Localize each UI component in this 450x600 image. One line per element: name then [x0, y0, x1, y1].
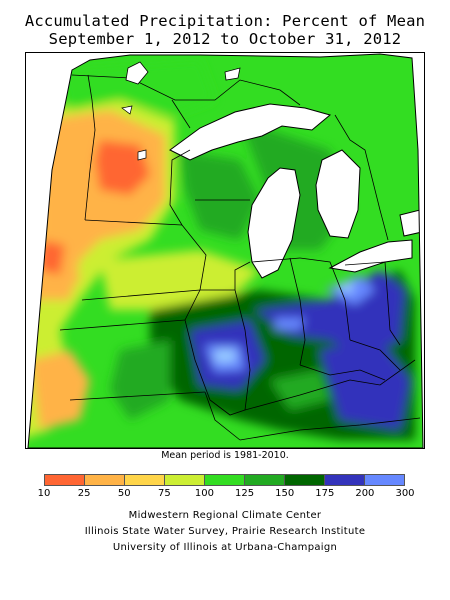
precipitation-map [25, 52, 425, 449]
legend-swatch [205, 475, 245, 485]
legend-tick-label: 300 [395, 488, 415, 499]
credit-line-1: Midwestern Regional Climate Center [128, 510, 322, 521]
legend-tick-label: 125 [235, 488, 255, 499]
legend-tick-label: 10 [37, 488, 51, 499]
legend-tick-label: 175 [315, 488, 335, 499]
legend-tick-label: 150 [275, 488, 295, 499]
map-title-line2: September 1, 2012 to October 31, 2012 [48, 30, 402, 48]
legend-tick-label: 50 [117, 488, 131, 499]
legend-swatch [325, 475, 365, 485]
legend-swatch [125, 475, 165, 485]
credit-line-2: Illinois State Water Survey, Prairie Res… [84, 526, 366, 537]
credit-line-3: University of Illinois at Urbana-Champai… [112, 542, 338, 553]
legend-swatch [85, 475, 125, 485]
legend-swatch [285, 475, 325, 485]
color-legend [44, 474, 405, 486]
mean-period-note: Mean period is 1981-2010. [161, 450, 289, 461]
legend-tick-label: 25 [77, 488, 91, 499]
map-frame [25, 52, 425, 449]
legend-swatch [45, 475, 85, 485]
legend-swatch [165, 475, 205, 485]
legend-tick-label: 200 [355, 488, 375, 499]
precipitation-field [28, 54, 423, 448]
legend-swatch [245, 475, 285, 485]
legend-swatch [365, 475, 404, 485]
legend-tick-label: 100 [194, 488, 214, 499]
legend-tick-label: 75 [157, 488, 171, 499]
map-title-line1: Accumulated Precipitation: Percent of Me… [24, 12, 426, 30]
